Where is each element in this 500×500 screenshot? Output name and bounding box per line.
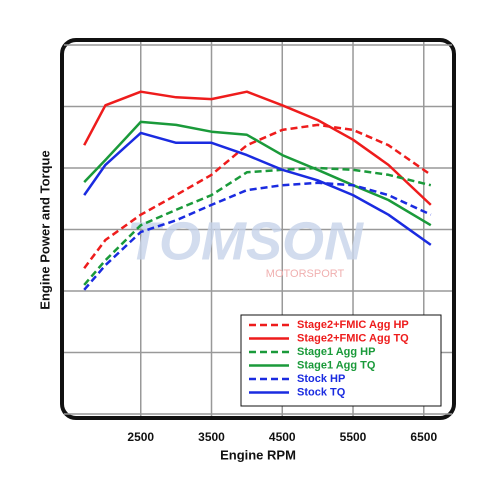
- legend-label: Stock TQ: [297, 386, 346, 398]
- line-series: [83, 166, 432, 286]
- x-tick-label: 5500: [340, 430, 367, 444]
- line-series: [83, 90, 432, 206]
- x-tick-label: 4500: [269, 430, 296, 444]
- line-series: [83, 131, 432, 246]
- line-series: [83, 120, 432, 227]
- legend-box: [240, 314, 442, 407]
- legend-label: Stage1 Agg HP: [297, 346, 375, 358]
- x-tick-label: 2500: [127, 430, 154, 444]
- x-tick-label: 6500: [410, 430, 437, 444]
- legend-label: Stage2+FMIC Agg HP: [297, 319, 409, 331]
- legend-label: Stock HP: [297, 373, 345, 385]
- x-axis-label: Engine RPM: [220, 447, 296, 462]
- legend-label: Stage2+FMIC Agg TQ: [297, 332, 409, 344]
- line-series: [83, 181, 432, 291]
- y-axis-label: Engine Power and Torque: [37, 150, 52, 309]
- x-tick-label: 3500: [198, 430, 225, 444]
- watermark-sub: MOTORSPORT: [266, 268, 345, 280]
- legend-label: Stage1 Agg TQ: [297, 359, 376, 371]
- watermark: TOMSON: [127, 211, 364, 271]
